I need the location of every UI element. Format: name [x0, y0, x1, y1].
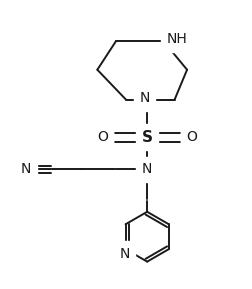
Text: S: S — [142, 129, 153, 144]
Text: NH: NH — [167, 32, 187, 46]
Text: O: O — [187, 130, 198, 144]
Text: N: N — [119, 247, 130, 261]
Text: N: N — [140, 91, 150, 105]
Text: O: O — [97, 130, 108, 144]
Text: N: N — [21, 162, 32, 176]
Text: N: N — [142, 162, 152, 176]
